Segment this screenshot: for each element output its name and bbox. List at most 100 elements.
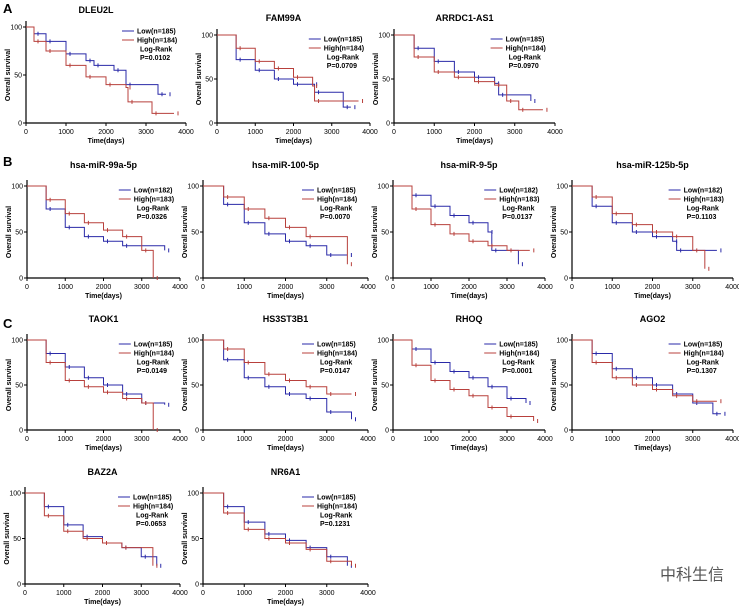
survival-curve-high [572, 185, 706, 269]
x-tick-label: 1000 [423, 436, 439, 443]
x-tick-label: 3000 [319, 436, 335, 443]
x-tick-label: 2000 [95, 590, 111, 597]
x-tick-label: 3000 [499, 284, 515, 291]
legend-low: Low(n=185) [684, 342, 723, 349]
y-tick-label: 100 [187, 338, 199, 345]
x-tick-label: 4000 [172, 436, 188, 443]
survival-curve-high [572, 339, 717, 402]
x-tick-label: 0 [392, 129, 396, 136]
p-value: P=0.0709 [327, 63, 357, 70]
x-tick-label: 0 [201, 590, 205, 597]
log-rank-label: Log-Rank [320, 206, 352, 213]
x-tick-label: 2000 [278, 590, 294, 597]
x-axis-label: Time(days) [267, 293, 304, 300]
x-tick-label: 1000 [423, 284, 439, 291]
legend-high: High(n=184) [137, 38, 177, 45]
x-tick-label: 0 [391, 284, 395, 291]
legend-low: Low(n=185) [133, 495, 172, 502]
x-tick-label: 4000 [360, 436, 376, 443]
y-tick-label: 100 [377, 184, 389, 191]
x-tick-label: 0 [570, 284, 574, 291]
km-plot-hsa-mir-125b-5p: hsa-miR-125b-5p 0 1000 2000 3000 4000 0 50 100 Ti… [551, 160, 739, 300]
x-tick-label: 2000 [467, 129, 483, 136]
x-tick-label: 2000 [461, 284, 477, 291]
x-axis-label: Time(days) [275, 138, 312, 145]
survival-curve-low [394, 34, 532, 101]
plot-title: BAZ2A [87, 467, 118, 477]
y-tick-label: 50 [13, 536, 21, 543]
x-tick-label: 1000 [236, 284, 252, 291]
y-tick-label: 50 [191, 536, 199, 543]
x-tick-label: 2000 [278, 436, 294, 443]
y-tick-label: 100 [556, 338, 568, 345]
x-tick-label: 1000 [56, 590, 72, 597]
x-tick-label: 2000 [461, 436, 477, 443]
y-axis-label: Overall survival [182, 512, 189, 564]
log-rank-label: Log-Rank [502, 360, 534, 367]
legend-low: Low(n=185) [317, 188, 356, 195]
y-axis-label: Overall survival [4, 512, 11, 564]
survival-curve-low [572, 339, 721, 415]
panel-label-c: C [3, 316, 13, 331]
survival-curve-high [27, 339, 154, 430]
log-rank-label: Log-Rank [502, 206, 534, 213]
y-tick-label: 100 [201, 33, 213, 40]
watermark: 中科生信 [660, 566, 724, 584]
p-value: P=0.0137 [502, 214, 532, 221]
x-tick-label: 2000 [96, 284, 112, 291]
x-axis-label: Time(days) [456, 138, 493, 145]
x-tick-label: 3000 [138, 129, 154, 136]
x-axis-label: Time(days) [634, 445, 671, 452]
y-axis-label: Overall survival [182, 359, 189, 411]
log-rank-label: Log-Rank [320, 513, 352, 520]
y-axis-label: Overall survival [551, 206, 558, 258]
survival-curve-low [203, 185, 348, 256]
p-value: P=0.1307 [687, 368, 717, 375]
legend-low: Low(n=185) [317, 495, 356, 502]
x-tick-label: 3000 [134, 284, 150, 291]
survival-curve-high [394, 34, 543, 111]
panel-label-b: B [3, 154, 12, 169]
km-plot-taok1: TAOK1 0 1000 2000 3000 4000 0 50 100 Time(days) Ov… [6, 314, 188, 452]
plot-title: TAOK1 [89, 314, 119, 324]
y-tick-label: 50 [15, 230, 23, 237]
x-tick-label: 3000 [319, 284, 335, 291]
x-tick-label: 4000 [172, 590, 188, 597]
x-tick-label: 1000 [247, 129, 263, 136]
x-tick-label: 1000 [57, 436, 73, 443]
x-tick-label: 2000 [96, 436, 112, 443]
legend-low: Low(n=185) [317, 342, 356, 349]
legend-high: High(n=184) [684, 351, 724, 358]
y-tick-label: 0 [195, 582, 199, 589]
plot-title: hsa-miR-99a-5p [70, 160, 138, 170]
x-tick-label: 4000 [360, 590, 376, 597]
log-rank-label: Log-Rank [140, 47, 172, 54]
y-tick-label: 50 [560, 230, 568, 237]
x-tick-label: 2000 [98, 129, 114, 136]
y-tick-label: 0 [195, 276, 199, 283]
x-tick-label: 1000 [426, 129, 442, 136]
x-tick-label: 0 [391, 436, 395, 443]
log-rank-label: Log-Rank [687, 206, 719, 213]
y-tick-label: 100 [11, 184, 23, 191]
legend-high: High(n=184) [499, 351, 539, 358]
survival-curve-high [203, 492, 352, 566]
legend-low: Low(n=185) [499, 342, 538, 349]
x-axis-label: Time(days) [634, 293, 671, 300]
x-tick-label: 2000 [645, 284, 661, 291]
legend-low: Low(n=182) [134, 188, 173, 195]
y-tick-label: 50 [14, 73, 22, 80]
y-tick-label: 100 [9, 491, 21, 498]
km-plot-dleu2l: DLEU2L 0 1000 2000 3000 4000 0 50 100 Time(days) O… [5, 5, 194, 145]
x-axis-label: Time(days) [88, 138, 125, 145]
y-tick-label: 100 [11, 338, 23, 345]
x-tick-label: 1000 [236, 436, 252, 443]
legend-low: Low(n=185) [506, 37, 545, 44]
km-plot-hsa-mir-9-5p: hsa-miR-9-5p 0 1000 2000 3000 4000 0 50 100 Time(… [372, 160, 553, 300]
legend-high: High(n=184) [324, 46, 364, 53]
legend-high: High(n=183) [499, 197, 539, 204]
p-value: P=0.0970 [509, 63, 539, 70]
x-tick-label: 0 [215, 129, 219, 136]
plot-title: NR6A1 [271, 467, 301, 477]
x-tick-label: 0 [25, 284, 29, 291]
